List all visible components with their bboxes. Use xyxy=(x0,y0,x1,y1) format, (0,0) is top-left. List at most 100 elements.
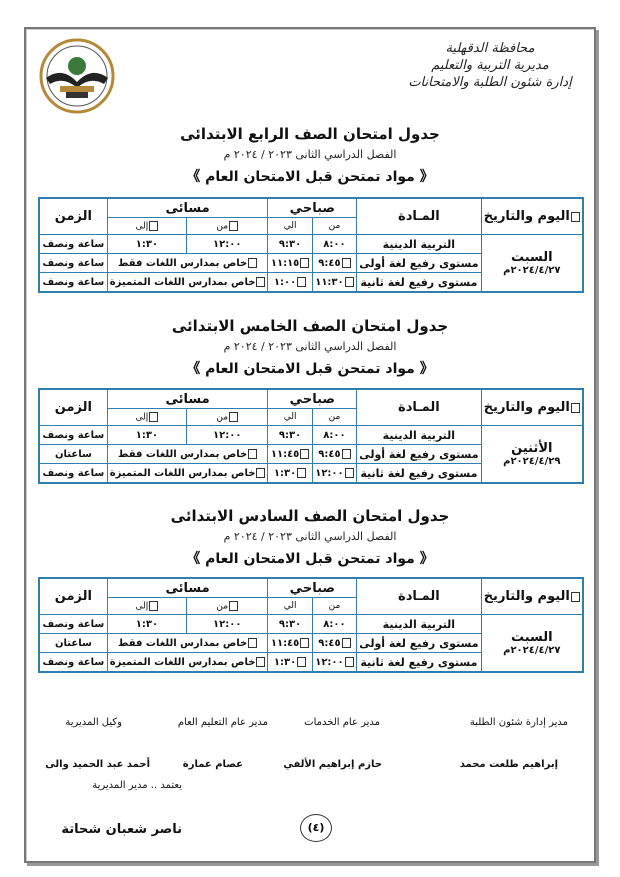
subject-cell: مستوى رفيع لغة أولى xyxy=(356,253,482,273)
checkbox-icon xyxy=(248,257,258,268)
checkbox-icon xyxy=(341,257,351,268)
signature-name-1: إبراهيم طلعت محمد xyxy=(459,759,558,770)
subject-cell: مستوى رفيع لغة ثانية xyxy=(356,272,482,293)
label: إلى xyxy=(135,221,149,232)
checkbox-icon xyxy=(570,591,580,602)
evening-note-cell: خاص بمدارس اللغات المتميزة xyxy=(106,652,269,673)
note: خاص بمدارس اللغات فقط xyxy=(117,637,248,649)
morning-from-cell: ٨:٠٠ xyxy=(311,425,358,445)
header-row: اليوم والتاريخ المـادة صباحي مسائى الزمن xyxy=(38,577,584,615)
morning-from-cell: ١٢:٠٠ xyxy=(311,652,358,673)
morning-from-cell: ٩:٤٥ xyxy=(311,633,358,653)
section-title: جدول امتحان الصف الرابع الابتدائى xyxy=(180,125,440,143)
day-date-cell: السبت ٢٠٢٤/٤/٢٧م xyxy=(480,614,584,673)
subject-cell: مستوى رفيع لغة أولى xyxy=(356,444,482,464)
table-row: مستوى رفيع لغة أولى ٩:٤٥ ١١:٤٥ خاص بمدارس ا… xyxy=(38,633,583,653)
header-evening-to: إلى xyxy=(106,408,188,426)
time: ٩:٤٥ xyxy=(318,637,341,649)
checkbox-icon xyxy=(297,656,307,667)
checkbox-icon xyxy=(341,448,351,459)
morning-to-cell: ٩:٣٠ xyxy=(267,234,313,254)
time: ١١:٣٠ xyxy=(315,276,344,288)
checkbox-icon xyxy=(256,656,266,667)
checkbox-icon xyxy=(297,276,307,287)
evening-note-cell: خاص بمدارس اللغات المتميزة xyxy=(106,463,269,484)
section-title: جدول امتحان الصف الخامس الابتدائى xyxy=(171,317,449,335)
subject-cell: التربية الدينية xyxy=(356,234,482,254)
header-row: اليوم والتاريخ المـادة صباحي مسائى الزمن xyxy=(38,197,584,235)
subject-cell: مستوى رفيع لغة ثانية xyxy=(356,652,482,673)
checkbox-icon xyxy=(248,637,258,648)
morning-to-cell: ١١:١٥ xyxy=(267,253,313,273)
note: خاص بمدارس اللغات فقط xyxy=(117,257,248,269)
checkbox-icon xyxy=(248,448,258,459)
department-line: إدارة شئون الطلبة والامتحانات xyxy=(408,75,572,90)
header-evening-from: من xyxy=(185,217,269,235)
header-morning-from: من xyxy=(311,217,358,235)
subject-cell: التربية الدينية xyxy=(356,614,482,634)
evening-to-cell: ١:٣٠ xyxy=(106,425,188,445)
header-day-label: اليوم والتاريخ xyxy=(483,400,570,415)
signature-title-deputy: وكيل المديرية xyxy=(65,717,122,728)
checkbox-icon xyxy=(300,257,310,268)
header-evening: مسائى xyxy=(106,577,269,598)
checkbox-icon xyxy=(229,220,239,231)
time: ٩:٤٥ xyxy=(318,257,341,269)
checkbox-icon xyxy=(344,467,354,478)
header-morning-from: من xyxy=(311,597,358,615)
exam-schedule-table: اليوم والتاريخ المـادة صباحي مسائى الزمن من ال… xyxy=(38,197,584,293)
table-row: مستوى رفيع لغة ثانية ١٢:٠٠ ١:٣٠ خاص بمدارس … xyxy=(38,463,583,484)
duration-cell: ساعة ونصف xyxy=(38,652,108,673)
header-evening-to: إلى xyxy=(106,217,188,235)
time: ٩:٣٠ xyxy=(278,238,302,250)
section-banner: 《 مواد تمتحن قبل الامتحان العام 》 xyxy=(186,551,434,567)
page-number: (٤) xyxy=(300,814,332,842)
time: ١١:٤٥ xyxy=(270,637,300,649)
morning-from-cell: ١١:٣٠ xyxy=(311,272,358,293)
header-day: اليوم والتاريخ xyxy=(480,577,584,615)
header-morning: صباحي xyxy=(267,577,358,598)
signature-title-student-affairs: مدير إدارة شئون الطلبة xyxy=(469,717,568,728)
header-subject: المـادة xyxy=(356,388,482,426)
header-row: اليوم والتاريخ المـادة صباحي مسائى الزمن xyxy=(38,388,584,426)
note: خاص بمدارس اللغات فقط xyxy=(117,448,248,460)
time: ١:٣٠ xyxy=(273,467,297,479)
label: من xyxy=(216,412,229,423)
subject-cell: التربية الدينية xyxy=(356,425,482,445)
table-row: مستوى رفيع لغة أولى ٩:٤٥ ١١:١٥ خاص بمدارس ا… xyxy=(38,253,583,273)
morning-to-cell: ١:٣٠ xyxy=(267,463,313,484)
evening-from-cell: ١٢:٠٠ xyxy=(185,234,269,254)
day-date-cell: السبت ٢٠٢٤/٤/٢٧م xyxy=(480,234,584,293)
morning-from-cell: ٩:٤٥ xyxy=(311,253,358,273)
checkbox-icon xyxy=(149,411,159,422)
directorate-header: محافظة الدقهلية مديرية التربية والتعليم … xyxy=(400,40,580,91)
subject-cell: مستوى رفيع لغة ثانية xyxy=(356,463,482,484)
checkbox-icon xyxy=(570,402,580,413)
section-title: جدول امتحان الصف السادس الابتدائى xyxy=(170,507,450,525)
day-name: السبت xyxy=(510,630,553,645)
table-row: الأثنين ٢٠٢٤/٤/٢٩م التربية الدينية ٨:٠٠ ٩:٣٠… xyxy=(38,425,584,484)
subheader-row: من الي من إلى xyxy=(39,217,583,235)
approval-label: يعتمد .. مدير المديرية xyxy=(92,780,182,791)
signature-title-services: مدير عام الخدمات xyxy=(304,717,380,728)
header-evening: مسائى xyxy=(106,388,269,409)
time: ١١:١٥ xyxy=(270,257,300,269)
subheader-row: من الي من إلى xyxy=(39,408,583,426)
section-banner: 《 مواد تمتحن قبل الامتحان العام 》 xyxy=(186,169,434,185)
header-morning: صباحي xyxy=(267,388,358,409)
evening-to-cell: ١:٣٠ xyxy=(106,614,188,634)
header-day-label: اليوم والتاريخ xyxy=(483,589,570,604)
checkbox-icon xyxy=(229,600,239,611)
header-morning-to: الي xyxy=(267,408,313,426)
header-subject: المـادة xyxy=(356,197,482,235)
header-day-label: اليوم والتاريخ xyxy=(483,209,570,224)
day-name: الأثنين xyxy=(511,441,553,456)
label: من xyxy=(216,601,229,612)
morning-from-cell: ٨:٠٠ xyxy=(311,614,358,634)
evening-from-cell: ١٢:٠٠ xyxy=(185,425,269,445)
section-term: الفصل الدراسي الثانى ٢٠٢٣ / ٢٠٢٤ م xyxy=(223,530,397,543)
header-duration: الزمن xyxy=(38,388,108,426)
section-term: الفصل الدراسي الثانى ٢٠٢٣ / ٢٠٢٤ م xyxy=(223,340,397,353)
checkbox-icon xyxy=(297,467,307,478)
header-duration: الزمن xyxy=(38,197,108,235)
